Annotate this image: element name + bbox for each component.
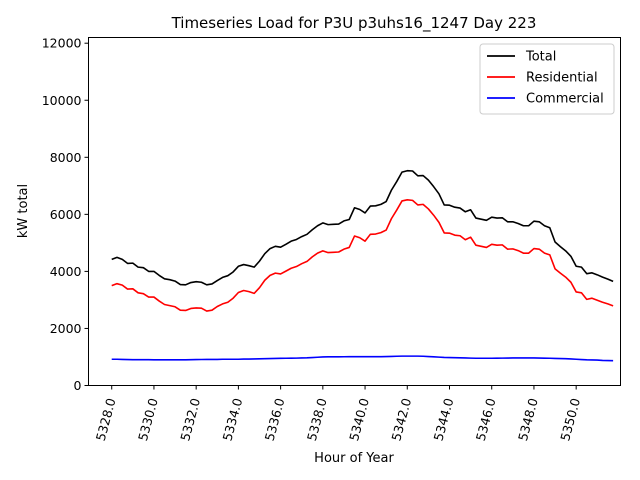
series-line-commercial <box>111 355 614 362</box>
x-axis: 5328.0 5330.0 5332.0 5334.0 5336.0 5338.0 5340… <box>93 385 583 443</box>
x-tick-label: 5334.0 <box>219 396 245 442</box>
x-tick-label: 5346.0 <box>473 396 499 442</box>
plot-area-frame <box>88 37 621 386</box>
legend-label-total: Total <box>525 50 556 65</box>
x-tick-label: 5338.0 <box>304 396 330 442</box>
x-tick-label: 5332.0 <box>177 396 203 442</box>
series-line-residential <box>111 199 614 312</box>
y-tick-label: 8000 <box>50 150 82 165</box>
x-tick-label: 5330.0 <box>135 396 161 442</box>
y-tick-label: 4000 <box>50 264 82 279</box>
x-tick-label: 5348.0 <box>515 396 541 442</box>
x-axis-label: Hour of Year <box>314 451 394 466</box>
x-tick-label: 5350.0 <box>557 396 583 442</box>
x-tick-label: 5340.0 <box>346 396 372 442</box>
y-tick-label: 12000 <box>42 36 82 51</box>
legend-label-commercial: Commercial <box>526 92 604 107</box>
x-tick-label: 5336.0 <box>262 396 288 442</box>
series-layer <box>111 169 614 362</box>
x-tick-label: 5344.0 <box>431 396 457 442</box>
chart-title: Timeseries Load for P3U p3uhs16_1247 Day… <box>171 14 537 33</box>
x-tick-label: 5342.0 <box>388 396 414 442</box>
y-tick-label: 0 <box>74 378 82 393</box>
legend-label-residential: Residential <box>526 71 598 86</box>
series-line-total <box>111 169 614 286</box>
y-axis-label: kW total <box>16 184 31 238</box>
y-tick-label: 10000 <box>42 93 82 108</box>
legend: Total Residential Commercial <box>479 43 615 115</box>
y-tick-label: 2000 <box>50 321 82 336</box>
x-tick-label: 5328.0 <box>93 396 119 442</box>
legend-frame <box>479 43 615 115</box>
y-tick-label: 6000 <box>50 207 82 222</box>
y-axis: 0 2000 4000 6000 8000 10000 12000 <box>42 36 89 393</box>
